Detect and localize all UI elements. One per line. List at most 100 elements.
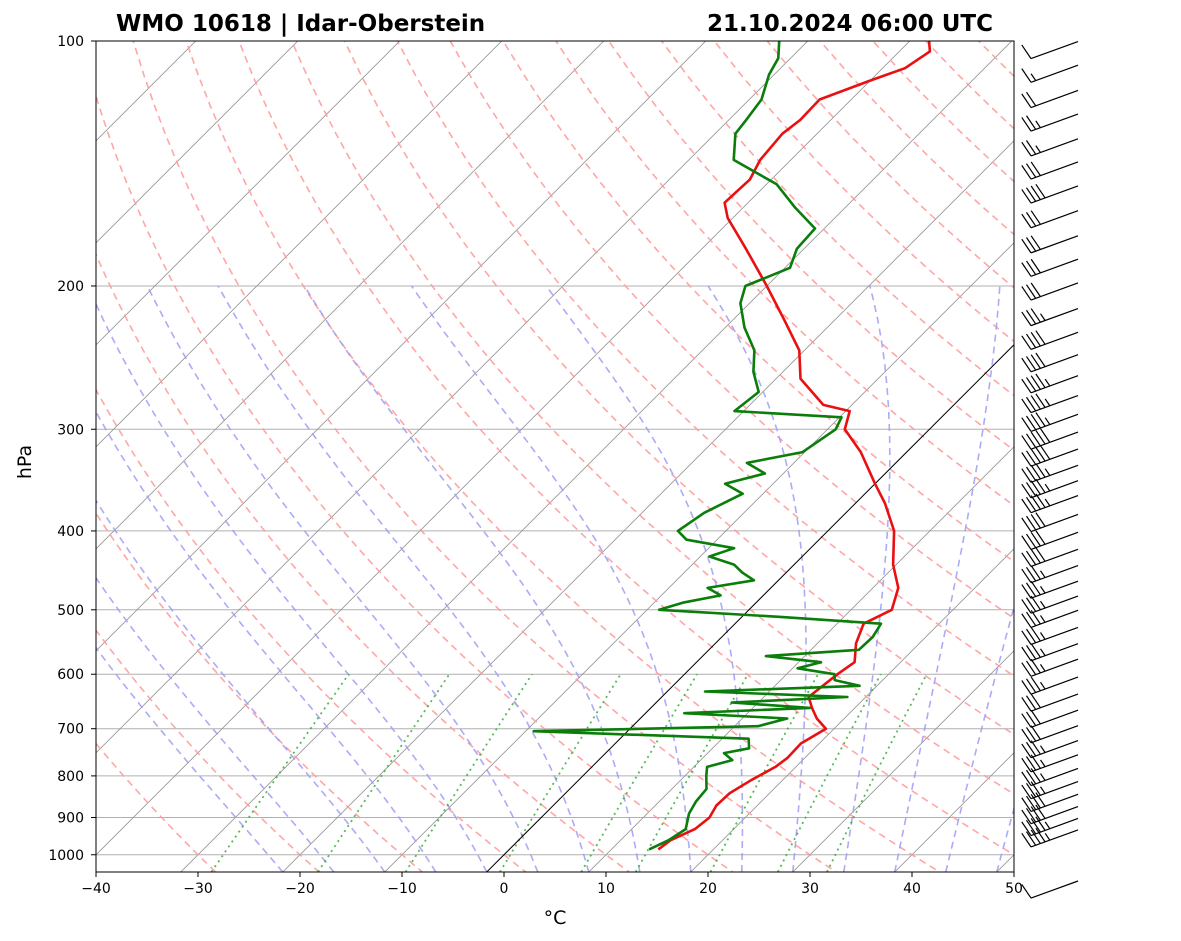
wind-barbs-column [1021, 40, 1079, 899]
wind-barb [1021, 282, 1079, 301]
barb-shaft [1030, 448, 1079, 467]
barb-flag [1030, 793, 1041, 809]
wind-barb [1021, 565, 1079, 584]
x-tick-label: 20 [699, 881, 717, 897]
dry-adiabat [396, 41, 1014, 677]
wind-barb [1021, 352, 1079, 373]
barb-flag [1030, 643, 1041, 658]
wind-barb [1021, 393, 1079, 414]
barb-half-flag [1044, 468, 1051, 476]
barb-shaft [1030, 258, 1079, 277]
barb-shaft [1030, 113, 1079, 132]
barb-shaft [1030, 548, 1079, 568]
barb-flag [1030, 395, 1041, 410]
barb-flag [1035, 512, 1046, 527]
isotherm-10 [588, 446, 1014, 872]
isotherm--80 [96, 41, 503, 448]
barb-flag [1021, 468, 1032, 483]
moist-adiabat [545, 285, 744, 872]
barb-flag [1025, 831, 1037, 846]
wind-barb [1021, 792, 1079, 812]
y-tick-label: 1000 [48, 848, 84, 864]
wind-barb [1021, 478, 1079, 499]
barb-flag [1021, 599, 1032, 614]
barb-shaft [1030, 767, 1079, 787]
barb-flag [1021, 398, 1032, 413]
barb-flag [1025, 783, 1037, 798]
barb-shaft [1030, 394, 1079, 414]
barb-shaft [1030, 531, 1079, 550]
barb-flag [1021, 784, 1032, 800]
barb-flag [1030, 531, 1041, 547]
barb-flag [1021, 189, 1032, 204]
barb-flag [1030, 549, 1041, 564]
barb-flag [1030, 709, 1041, 725]
x-axis-label: °C [544, 907, 567, 929]
dry-adiabat [96, 388, 528, 872]
barb-flag [1035, 493, 1046, 508]
barb-flag [1025, 769, 1037, 785]
barb-flag [1021, 757, 1032, 773]
barb-flag [1035, 330, 1046, 345]
barb-flag [1025, 187, 1037, 202]
wind-barb [1021, 658, 1079, 677]
barb-flag [1035, 547, 1046, 562]
barb-shaft [1030, 725, 1079, 744]
barb-flag [1030, 565, 1041, 580]
barb-flag [1025, 415, 1037, 431]
barb-flag [1025, 597, 1037, 612]
moist-adiabat [96, 646, 284, 872]
barb-flag [1035, 373, 1046, 388]
barb-flag [1021, 435, 1032, 450]
wind-barb [1021, 210, 1079, 229]
barb-shaft [1030, 806, 1079, 825]
barb-shaft [1030, 185, 1079, 204]
barb-flag [1035, 463, 1046, 478]
barb-flag [1021, 680, 1032, 695]
barb-flag [1035, 827, 1046, 843]
barb-flag [1021, 417, 1032, 432]
barb-flag [1035, 530, 1046, 545]
barb-flag [1035, 412, 1046, 427]
barb-flag [1021, 728, 1032, 744]
barb-half-flag [1039, 664, 1046, 672]
barb-flag [1030, 829, 1041, 844]
barb-flag [1021, 141, 1032, 157]
barb-half-flag [1039, 745, 1046, 753]
background-lines [96, 4, 1181, 889]
x-axis-ticks: −40 −30 −20 −10 0 10 20 30 40 50 [81, 872, 1023, 897]
barb-flag [1021, 797, 1032, 812]
barb-shaft [1030, 480, 1079, 499]
barb-flag [1025, 433, 1037, 448]
wind-barb [1021, 643, 1079, 662]
barb-flag [1025, 756, 1037, 771]
barb-flag [1021, 117, 1032, 132]
barb-flag [1030, 514, 1041, 529]
barb-flag [1030, 818, 1041, 833]
barb-flag [1030, 354, 1041, 369]
barb-flag [1021, 884, 1032, 899]
barb-flag [1025, 795, 1037, 811]
barb-shaft [1030, 89, 1079, 109]
x-tick-label: −30 [183, 881, 213, 897]
barb-shaft [1030, 307, 1079, 327]
barb-flag [1035, 393, 1046, 408]
barb-flag [1035, 430, 1046, 445]
barb-shaft [1030, 693, 1079, 712]
barb-flag [1021, 335, 1032, 350]
moist-adiabat [843, 285, 891, 872]
dry-adiabat [995, 4, 1181, 889]
barb-shaft [1030, 331, 1079, 351]
barb-flag [1030, 658, 1041, 674]
barb-half-flag [1039, 570, 1046, 578]
barb-flag [1030, 235, 1041, 250]
dry-adiabat [96, 511, 424, 872]
y-tick-label: 600 [57, 667, 84, 683]
barb-half-flag [1044, 498, 1051, 507]
barb-half-flag [1044, 378, 1051, 387]
y-tick-label: 900 [57, 811, 84, 827]
barb-shaft [1030, 565, 1079, 584]
barb-flag [1025, 284, 1037, 299]
isotherm--40 [96, 41, 911, 856]
barb-flag [1025, 533, 1037, 549]
